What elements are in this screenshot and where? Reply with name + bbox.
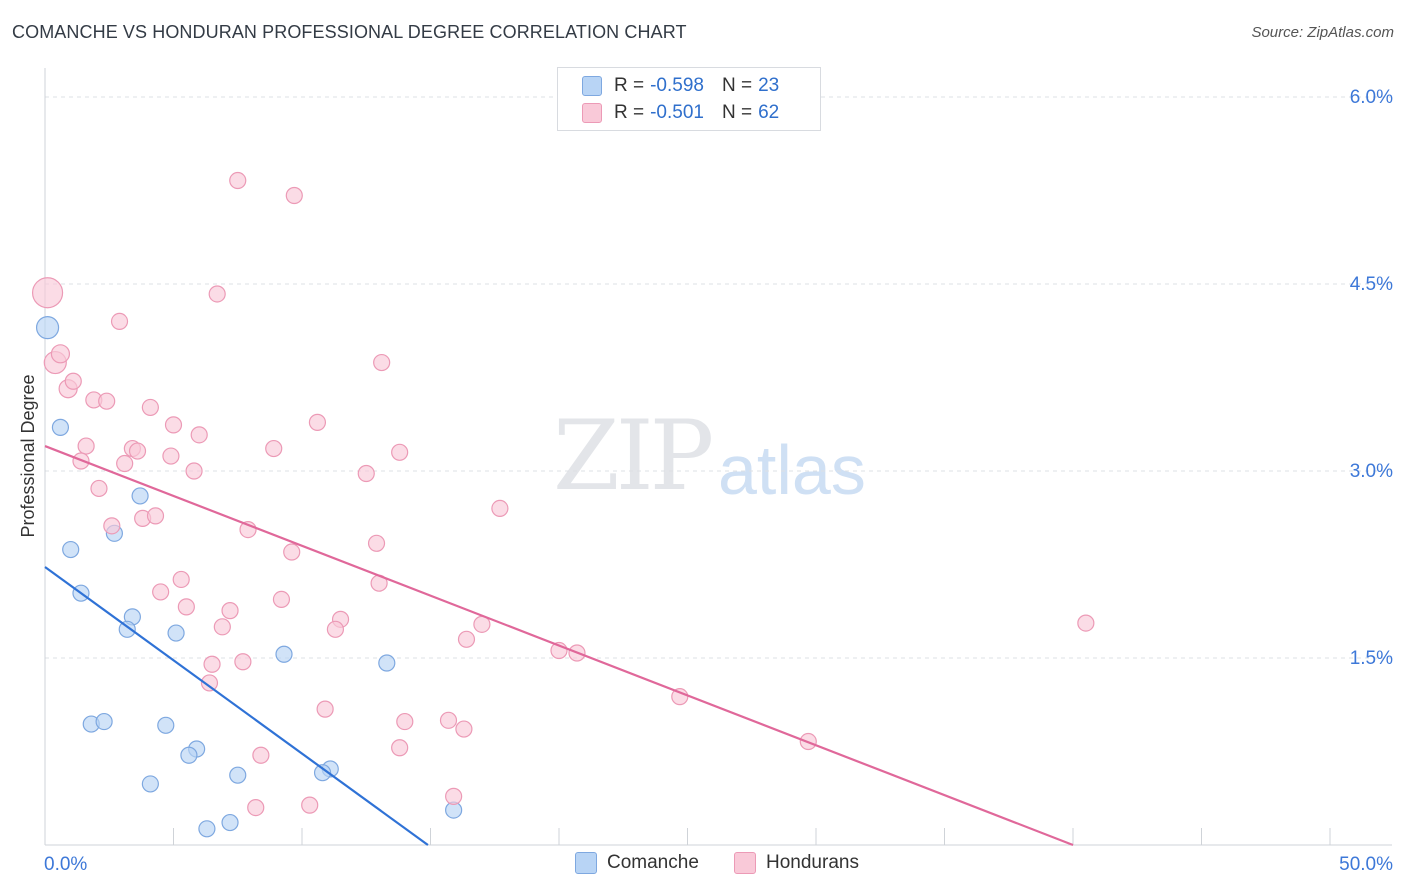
hondurans-point: [247, 798, 265, 817]
hondurans-point: [316, 700, 334, 718]
r-value: -0.598: [650, 75, 704, 96]
comanche-legend-swatch: [575, 852, 597, 874]
hondurans-point: [162, 447, 180, 465]
hondurans-point: [185, 462, 203, 480]
stats-legend: R = -0.598 N = 23 R = -0.501 N = 62: [557, 67, 821, 131]
hondurans-point: [203, 655, 221, 673]
hondurans-point: [326, 620, 345, 638]
x-tick-label: 50.0%: [1339, 854, 1393, 875]
y-tick-label: 3.0%: [1350, 461, 1393, 482]
hondurans-point: [90, 479, 108, 498]
hondurans-point: [457, 630, 476, 648]
hondurans-point: [308, 413, 327, 431]
comanche-point: [167, 624, 185, 642]
hondurans-point: [391, 739, 409, 757]
series-legend: Comanche Hondurans: [0, 852, 1406, 878]
r-label: R =: [614, 75, 645, 96]
hondurans-point: [357, 464, 375, 483]
r-value: -0.501: [650, 102, 704, 123]
hondurans-point: [103, 517, 121, 535]
chart-title: COMANCHE VS HONDURAN PROFESSIONAL DEGREE…: [12, 22, 687, 42]
hondurans-point: [373, 353, 391, 372]
comanche-point: [229, 766, 247, 784]
comanche-point: [378, 654, 396, 672]
hondurans-point: [396, 712, 414, 731]
hondurans-point: [208, 285, 226, 303]
hondurans-point: [146, 507, 165, 525]
hondurans-point: [64, 372, 82, 390]
hondurans-point: [172, 570, 190, 589]
hondurans-point: [164, 416, 183, 434]
legend-item-hondurans[interactable]: Hondurans: [734, 852, 859, 874]
comanche-point: [198, 820, 216, 838]
comanche-swatch: [582, 76, 602, 96]
n-value: 23: [758, 75, 780, 96]
hondurans-point: [252, 746, 270, 764]
r-label: R =: [614, 102, 645, 123]
hondurans-point: [283, 543, 301, 561]
comanche-point: [131, 487, 149, 505]
comanche-point: [62, 540, 80, 559]
n-label: N =: [721, 102, 753, 123]
hondurans-point: [177, 598, 195, 616]
hondurans-point: [234, 653, 252, 671]
hondurans-point: [190, 426, 208, 444]
x-tick-label: 0.0%: [44, 854, 87, 875]
comanche-point: [221, 813, 239, 832]
comanche-point: [157, 716, 175, 734]
comanche-point: [95, 712, 113, 731]
comanche-point: [313, 764, 332, 782]
hondurans-legend-swatch: [734, 852, 756, 874]
comanche-point: [35, 316, 60, 340]
watermark-zip: ZIP: [553, 400, 714, 512]
hondurans-point: [213, 618, 231, 636]
hondurans-point: [1077, 614, 1095, 632]
hondurans-point: [455, 720, 473, 738]
comanche-point: [141, 775, 159, 793]
legend-row-hondurans: R = -0.501 N = 62: [582, 101, 779, 125]
n-label: N =: [721, 75, 753, 96]
hondurans-point: [229, 171, 247, 190]
comanche-legend-label: Comanche: [607, 852, 699, 873]
hondurans-point: [200, 674, 219, 692]
hondurans-point: [50, 344, 71, 364]
watermark-atlas: atlas: [718, 431, 866, 509]
source-label: Source: ZipAtlas.com: [1251, 24, 1394, 41]
hondurans-point: [445, 787, 463, 805]
y-tick-label: 1.5%: [1350, 648, 1393, 669]
comanche-point: [118, 620, 136, 638]
legend-row-comanche: R = -0.598 N = 23: [582, 74, 779, 98]
y-tick-label: 4.5%: [1350, 274, 1393, 295]
comanche-point: [51, 418, 70, 436]
comanche-point: [180, 746, 198, 764]
hondurans-point: [301, 796, 319, 814]
hondurans-point: [77, 437, 95, 455]
comanche-trend-line: [44, 566, 429, 846]
hondurans-point: [491, 499, 509, 517]
hondurans-point: [367, 534, 386, 552]
hondurans-point: [128, 442, 147, 460]
hondurans-swatch: [582, 103, 602, 123]
y-axis-label: Professional Degree: [18, 374, 38, 537]
hondurans-point: [439, 711, 458, 729]
y-tick-label: 6.0%: [1350, 87, 1393, 108]
hondurans-point: [31, 277, 64, 309]
hondurans-point: [98, 392, 116, 410]
hondurans-point: [221, 602, 239, 620]
hondurans-legend-label: Hondurans: [766, 852, 859, 873]
hondurans-point: [265, 439, 283, 458]
legend-item-comanche[interactable]: Comanche: [575, 852, 699, 874]
hondurans-trend-line: [44, 445, 1074, 847]
hondurans-point: [152, 583, 170, 601]
comanche-point: [275, 645, 293, 663]
hondurans-point: [116, 454, 134, 473]
hondurans-point: [285, 186, 303, 205]
n-value: 62: [758, 102, 780, 123]
hondurans-point: [391, 443, 409, 461]
hondurans-point: [110, 312, 129, 330]
hondurans-point: [141, 398, 159, 417]
hondurans-point: [272, 590, 291, 609]
